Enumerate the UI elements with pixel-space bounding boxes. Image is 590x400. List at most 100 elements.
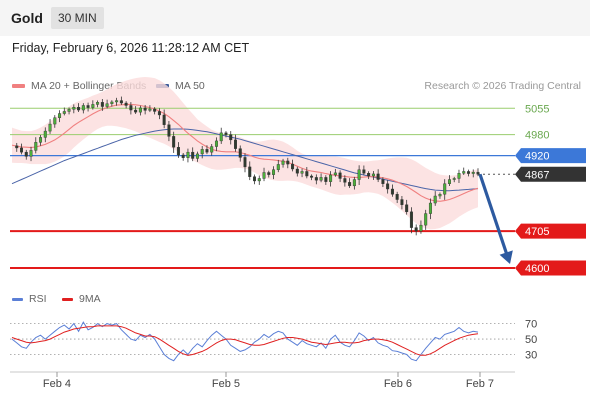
- level-tag-4705: [515, 223, 586, 239]
- legend-rsi-label: RSI: [29, 293, 47, 305]
- rsi-swatch: [12, 297, 23, 301]
- candle-body: [43, 130, 47, 138]
- candle-body: [343, 178, 347, 183]
- candle-body: [419, 224, 423, 232]
- forecast-arrow-head: [499, 250, 513, 264]
- candle-body: [143, 107, 147, 111]
- candle-body: [48, 123, 52, 132]
- candle-body: [333, 172, 337, 176]
- candle-body: [267, 172, 271, 175]
- candle-body: [24, 151, 28, 157]
- chart-datetime: Friday, February 6, 2026 11:28:12 AM CET: [12, 41, 250, 55]
- candle-body: [314, 177, 318, 181]
- candle-body: [371, 173, 375, 177]
- candle-body: [115, 100, 119, 103]
- candle-body: [428, 202, 432, 214]
- candle-body: [81, 105, 85, 111]
- rsi-level-label-50: 50: [525, 334, 537, 346]
- candle-body: [58, 113, 62, 118]
- candle-body: [105, 103, 109, 107]
- candle-body: [229, 134, 233, 141]
- candle-body: [405, 204, 409, 213]
- legend-rsi-ma-label: 9MA: [79, 293, 101, 305]
- level-tag-text-4600: 4600: [525, 263, 549, 275]
- timeframe-button[interactable]: 30 MIN: [51, 7, 104, 29]
- candle-body: [262, 172, 266, 179]
- candle-body: [162, 114, 166, 125]
- candle-body: [257, 178, 261, 182]
- rsi-level-label-70: 70: [525, 319, 537, 331]
- candle-body: [100, 102, 104, 107]
- rsi-level-label-30: 30: [525, 350, 537, 362]
- candle-body: [348, 182, 352, 187]
- rsi-ma-swatch: [62, 297, 73, 301]
- x-tick-label: Feb 4: [43, 378, 71, 390]
- candle-body: [310, 175, 314, 178]
- candle-body: [29, 150, 33, 157]
- candle-body: [457, 173, 461, 179]
- candle-body: [447, 179, 451, 184]
- ma20-swatch: [12, 84, 25, 89]
- candle-body: [438, 194, 442, 197]
- candle-body: [276, 164, 280, 170]
- forecast-arrow-shaft: [478, 173, 509, 256]
- candle-body: [191, 151, 195, 159]
- rsi-series-rsi: [11, 321, 479, 362]
- candle-body: [324, 177, 328, 182]
- x-tick-label: Feb 5: [212, 378, 240, 390]
- candle-body: [233, 139, 237, 149]
- candle-body: [248, 166, 252, 177]
- source-credit: Research © 2026 Trading Central: [424, 80, 581, 92]
- candle-body: [300, 171, 304, 174]
- candle-body: [362, 169, 366, 174]
- rsi-panel: 70 50 30: [10, 319, 537, 362]
- candle-body: [62, 111, 66, 114]
- candle-body: [319, 177, 323, 181]
- candle-body: [39, 137, 43, 143]
- candle-body: [214, 140, 218, 147]
- candle-body: [176, 147, 180, 156]
- legend-rsi-ma: 9MA: [62, 293, 101, 305]
- candle-body: [224, 132, 228, 135]
- candle-body: [129, 105, 133, 111]
- candle-body: [138, 107, 142, 113]
- candle-body: [414, 227, 418, 232]
- candle-body: [148, 108, 152, 111]
- legend-rsi: RSI: [12, 293, 47, 305]
- top-bar: Gold 30 MIN: [0, 0, 590, 36]
- candle-body: [195, 153, 199, 159]
- candle-body: [134, 109, 138, 113]
- candles: [15, 96, 480, 236]
- candle-body: [205, 149, 209, 153]
- candle-body: [110, 101, 114, 104]
- candle-body: [20, 147, 24, 153]
- price-levels: [10, 107, 515, 269]
- level-tag-4867: [515, 166, 586, 182]
- candle-body: [386, 183, 390, 190]
- candle-body: [91, 104, 95, 108]
- candle-body: [238, 148, 242, 158]
- candle-body: [72, 107, 76, 110]
- candle-body: [352, 179, 356, 187]
- candle-body: [367, 173, 371, 177]
- legend-ma50-label: MA 50: [175, 80, 205, 92]
- candle-body: [443, 183, 447, 195]
- candle-body: [471, 171, 475, 174]
- candle-body: [376, 173, 380, 180]
- level-tag-text-4920: 4920: [525, 151, 549, 163]
- candle-body: [86, 105, 90, 108]
- candle-body: [153, 108, 157, 112]
- candle-body: [381, 179, 385, 184]
- candle-body: [424, 213, 428, 226]
- level-label-5055: 5055: [525, 103, 549, 115]
- candle-body: [200, 149, 204, 155]
- candle-body: [338, 172, 342, 179]
- x-tick-label: Feb 7: [466, 378, 494, 390]
- level-tag-text-4705: 4705: [525, 226, 549, 238]
- candle-body: [210, 146, 214, 153]
- candle-body: [286, 160, 290, 165]
- rsi-series-9ma: [11, 325, 479, 356]
- candle-body: [395, 194, 399, 200]
- candle-body: [186, 151, 190, 158]
